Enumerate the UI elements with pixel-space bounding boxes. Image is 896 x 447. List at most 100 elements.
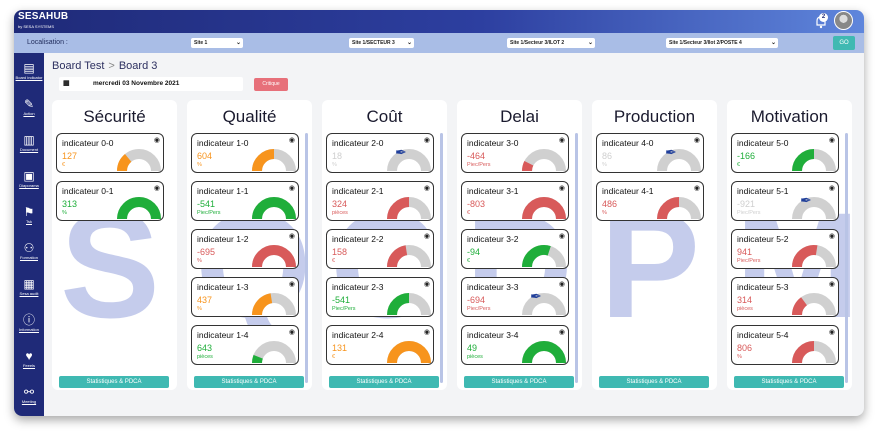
gauge-fill [387,245,408,268]
indicator-card[interactable]: indicateur 4-1 ◉ 486% [596,181,704,221]
column-scrollbar[interactable] [575,133,578,383]
sidebar-item-audit[interactable]: ▦ Sesa audit [14,277,44,296]
indicator-card[interactable]: indicateur 1-4 ◉ 643 pièces [191,325,299,365]
notification-badge: 2 [819,13,828,22]
indicator-card[interactable]: indicateur 1-3 ◉ 437% [191,277,299,317]
eye-icon[interactable]: ◉ [288,281,295,288]
stats-pdca-button[interactable]: Statistiques & PDCA [464,376,574,388]
top-bar: SESAHUB by SESA SYSTEMS 2 [14,10,864,33]
secteur-select[interactable]: Site 1/SECTEUR 3 ⌄ [349,38,414,48]
eye-icon[interactable]: ◉ [828,137,835,144]
gauge-fill [792,341,815,364]
stats-pdca-button[interactable]: Statistiques & PDCA [329,376,439,388]
eye-icon[interactable]: ◉ [693,137,700,144]
indicator-card[interactable]: indicateur 3-1 ◉ -803 € [461,181,569,221]
gauge-chart [657,149,701,172]
indicator-card[interactable]: indicateur 1-2 ◉ -695% [191,229,299,269]
sidebar-item-board[interactable]: ▤ Board indicator [14,61,44,80]
gauge-fill [387,341,431,364]
stats-pdca-button[interactable]: Statistiques & PDCA [734,376,844,388]
sidebar-item-action[interactable]: ✎ Action [14,97,44,116]
column-scrollbar[interactable] [305,133,308,383]
sidebar-item-task[interactable]: ⚑ Tsk [14,205,44,224]
eye-icon[interactable]: ◉ [558,233,565,240]
eye-icon[interactable]: ◉ [828,233,835,240]
eye-icon[interactable]: ◉ [423,329,430,336]
stats-pdca-button[interactable]: Statistiques & PDCA [194,376,304,388]
eye-icon[interactable]: ◉ [828,281,835,288]
indicator-card[interactable]: indicateur 5-1 ◉ -921 Piec/Pers ✒ [731,181,839,221]
indicator-card[interactable]: indicateur 5-0 ◉ -166 € [731,133,839,173]
gauge-fill [792,149,815,172]
indicator-value: 127 [62,151,78,161]
sidebar-item-document[interactable]: ▥ Document [14,133,44,152]
eye-icon[interactable]: ◉ [828,329,835,336]
indicator-card[interactable]: indicateur 5-2 ◉ 941 Piec/Pers [731,229,839,269]
indicator-card[interactable]: indicateur 0-0 ◉ 127 € [56,133,164,173]
indicator-unit: € [332,258,336,264]
indicator-card[interactable]: indicateur 3-0 ◉ -464 Piec/Pers [461,133,569,173]
sidebar-item-diaporama[interactable]: ▣ Diaporama [14,169,44,188]
ilot-select[interactable]: Site 1/Secteur 3/ILOT 2 ⌄ [507,38,595,48]
eye-icon[interactable]: ◉ [558,185,565,192]
notification-bell-icon[interactable]: 2 [814,13,828,29]
indicator-card[interactable]: indicateur 2-3 ◉ -541 Piec/Pers [326,277,434,317]
gauge-chart [252,149,296,172]
eye-icon[interactable]: ◉ [153,185,160,192]
sidebar-item-meeting[interactable]: ⚯ Meeting [14,385,44,404]
eye-icon[interactable]: ◉ [288,233,295,240]
indicator-card[interactable]: indicateur 3-4 ◉ 49 pièces [461,325,569,365]
brand-logo[interactable]: SESAHUB by SESA SYSTEMS [18,12,68,32]
indicator-card[interactable]: indicateur 1-1 ◉ -541 Piec/Pers [191,181,299,221]
eye-icon[interactable]: ◉ [423,233,430,240]
eye-icon[interactable]: ◉ [288,329,295,336]
indicator-card[interactable]: indicateur 5-4 ◉ 806% [731,325,839,365]
eye-icon[interactable]: ◉ [693,185,700,192]
indicator-card[interactable]: indicateur 5-3 ◉ 314 pièces [731,277,839,317]
indicator-value: -695 [197,247,216,257]
indicator-card[interactable]: indicateur 3-3 ◉ -694 Piec/Pers ✒ [461,277,569,317]
go-button[interactable]: GO [833,36,855,50]
eye-icon[interactable]: ◉ [558,281,565,288]
gauge-chart [252,293,296,316]
gauge-chart [387,149,431,172]
brand-sub: by SESA SYSTEMS [18,24,55,29]
eye-icon[interactable]: ◉ [828,185,835,192]
avatar[interactable] [834,11,853,30]
indicator-unit: Piec/Pers [467,306,491,312]
site-select[interactable]: Site 1 ⌄ [191,38,243,48]
stats-pdca-button[interactable]: Statistiques & PDCA [59,376,169,388]
sidebar-item-label: Action [23,111,35,116]
indicator-card[interactable]: indicateur 2-4 ◉ 131 € [326,325,434,365]
sidebar-item-info[interactable]: ⓘ Information [14,313,44,332]
column-scrollbar[interactable] [440,133,443,383]
eye-icon[interactable]: ◉ [558,137,565,144]
indicator-card[interactable]: indicateur 1-0 ◉ 604% [191,133,299,173]
eye-icon[interactable]: ◉ [423,185,430,192]
sidebar-item-heart[interactable]: ♥ Feeels [14,349,44,368]
sidebar-item-formation[interactable]: ⚇ Formation [14,241,44,260]
indicator-card[interactable]: indicateur 2-1 ◉ 324 pièces [326,181,434,221]
column-scrollbar[interactable] [845,133,848,383]
eye-icon[interactable]: ◉ [288,185,295,192]
stats-pdca-button[interactable]: Statistiques & PDCA [599,376,709,388]
indicator-card[interactable]: indicateur 2-0 ◉ 18% ✒ [326,133,434,173]
indicator-card[interactable]: indicateur 0-1 ◉ 313% [56,181,164,221]
indicator-value: 49 [467,343,478,353]
indicator-name: indicateur 1-0 [197,138,249,148]
indicator-card[interactable]: indicateur 4-0 ◉ 86% ✒ [596,133,704,173]
breadcrumb-parent[interactable]: Board Test [52,60,105,72]
eye-icon[interactable]: ◉ [288,137,295,144]
date-picker[interactable]: ▦ mercredi 03 Novembre 2021 [59,77,243,91]
indicator-card[interactable]: indicateur 3-2 ◉ -94 € [461,229,569,269]
gauge-fill [252,245,296,268]
poste-select[interactable]: Site 1/Secteur 3/Ilot 2/POSTE 4 ⌄ [666,38,778,48]
eye-icon[interactable]: ◉ [153,137,160,144]
eye-icon[interactable]: ◉ [423,137,430,144]
critique-button[interactable]: Critique [254,78,288,91]
indicator-card[interactable]: indicateur 2-2 ◉ 158 € [326,229,434,269]
eye-icon[interactable]: ◉ [423,281,430,288]
indicator-unit: € [467,258,471,264]
indicator-value: 158 [332,247,348,257]
eye-icon[interactable]: ◉ [558,329,565,336]
